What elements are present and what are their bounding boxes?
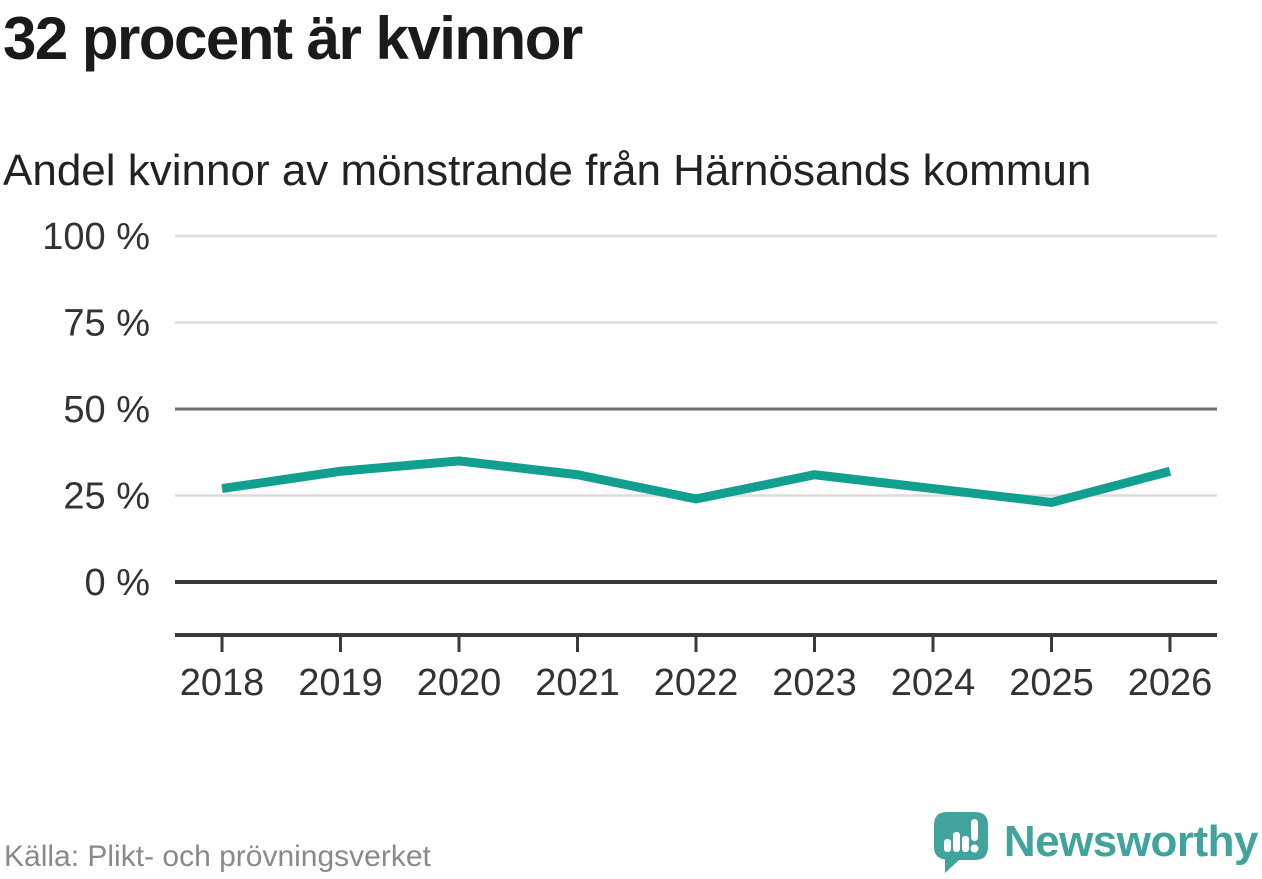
chart-subtitle: Andel kvinnor av mönstrande från Härnösa… [3,146,1092,195]
data-line-0 [221,456,1172,507]
source-note: Källa: Plikt- och prövningsverket [4,840,431,873]
x-tick-label-2022: 2022 [654,662,739,704]
newsworthy-logo: Newsworthy [932,810,1259,874]
x-tick-label-2026: 2026 [1128,662,1213,704]
x-tick-label-2024: 2024 [891,662,976,704]
line-chart: 0 % 25 % 50 % 75 % 100 % 2018 2019 2020 2021 2022… [42,216,1217,704]
x-tick-label-2023: 2023 [772,662,857,704]
x-tick-label-2019: 2019 [298,662,383,704]
x-tick-label-2020: 2020 [417,662,502,704]
speech-bubble-shape [933,812,988,873]
y-tick-label-75: 75 % [63,303,150,345]
x-tick-label-2021: 2021 [535,662,620,704]
y-tick-label-100: 100 % [42,216,150,258]
newsworthy-logo-icon [932,810,990,874]
x-tick-label-2018: 2018 [180,662,265,704]
page-title: 32 procent är kvinnor [3,5,583,72]
y-tick-label-25: 25 % [63,476,150,518]
x-tick-label-2025: 2025 [1009,662,1094,704]
y-tick-label-50: 50 % [63,389,150,431]
y-tick-label-0: 0 % [85,562,150,604]
newsworthy-logo-text: Newsworthy [1003,817,1259,866]
